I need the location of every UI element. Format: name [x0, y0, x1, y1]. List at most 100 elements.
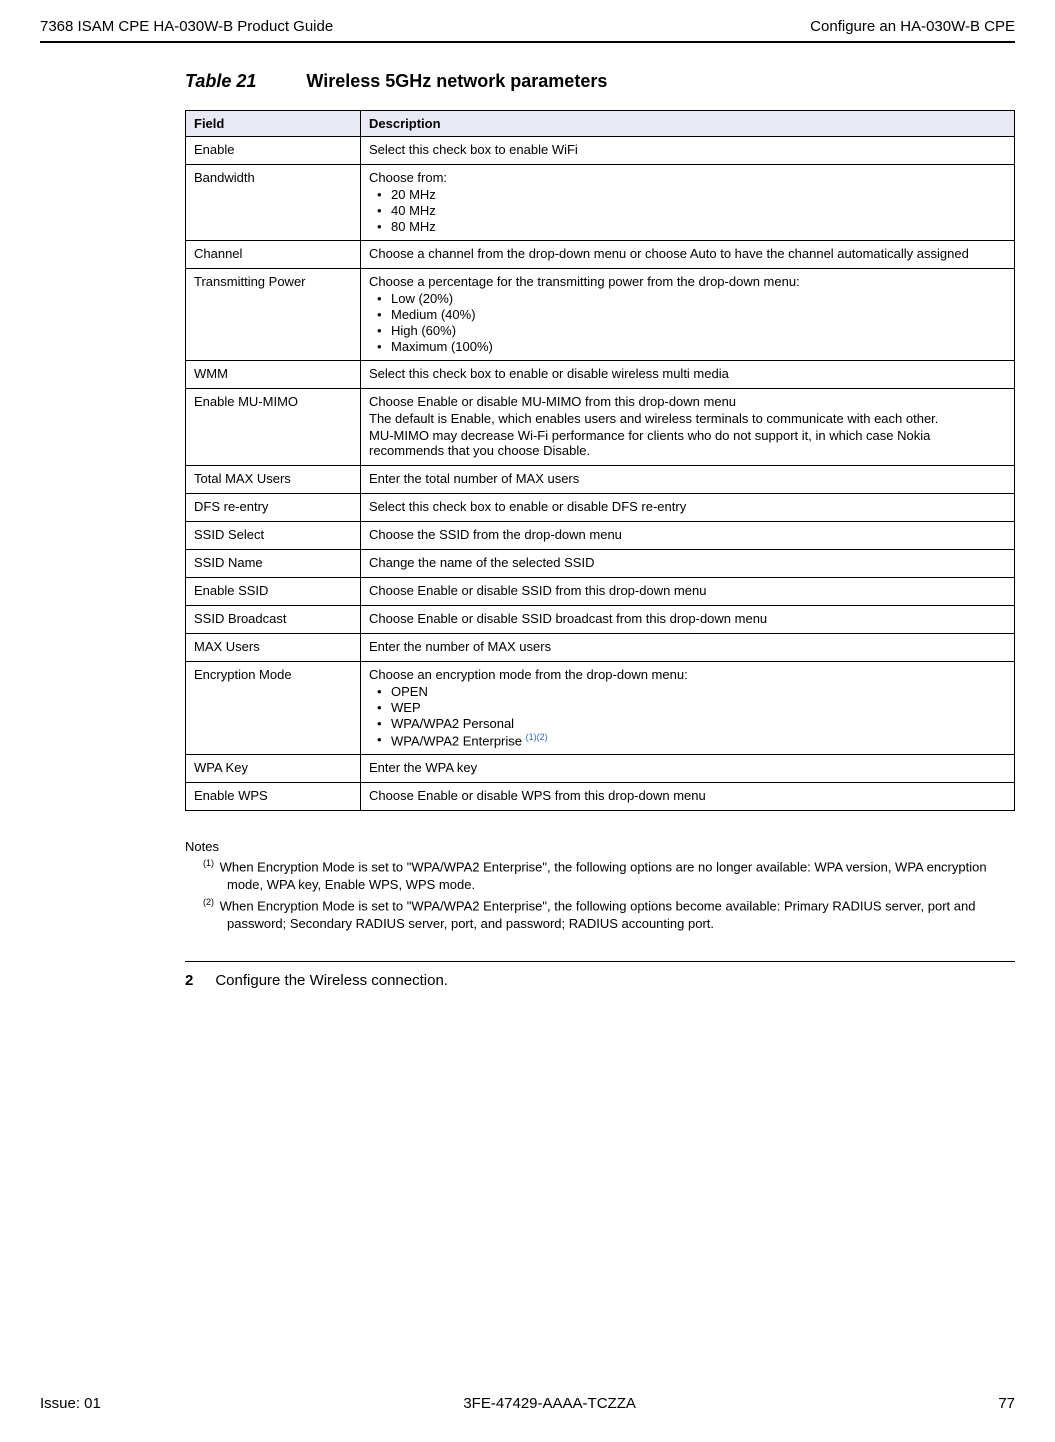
- desc-list-item: 80 MHz: [391, 219, 1006, 234]
- header-right: Configure an HA-030W-B CPE: [810, 18, 1015, 35]
- footnote-ref: (1)(2): [526, 732, 548, 742]
- desc-cell: Choose from: 20 MHz40 MHz80 MHz: [361, 165, 1015, 241]
- notes-title: Notes: [185, 839, 1015, 854]
- field-cell: Bandwidth: [186, 165, 361, 241]
- table-row: WMM Select this check box to enable or di…: [186, 361, 1015, 389]
- note-item: (1) When Encryption Mode is set to "WPA/…: [185, 858, 1015, 893]
- field-cell: MAX Users: [186, 634, 361, 662]
- desc-cell: Choose a channel from the drop-down menu…: [361, 241, 1015, 269]
- desc-paragraph: Choose Enable or disable MU-MIMO from th…: [369, 394, 1006, 409]
- step-text: Configure the Wireless connection.: [215, 972, 448, 989]
- desc-list-item: Low (20%): [391, 291, 1006, 306]
- field-cell: Enable MU-MIMO: [186, 389, 361, 466]
- col-desc: Description: [361, 111, 1015, 137]
- running-header: 7368 ISAM CPE HA-030W-B Product Guide Co…: [40, 18, 1015, 35]
- desc-cell: Change the name of the selected SSID: [361, 550, 1015, 578]
- desc-cell: Enter the WPA key: [361, 755, 1015, 783]
- desc-text: Select this check box to enable or disab…: [369, 499, 1006, 514]
- field-cell: WMM: [186, 361, 361, 389]
- desc-paragraph: The default is Enable, which enables use…: [369, 411, 1006, 426]
- field-cell: WPA Key: [186, 755, 361, 783]
- note-item: (2) When Encryption Mode is set to "WPA/…: [185, 897, 1015, 932]
- step-number: 2: [185, 972, 193, 989]
- table-header-row: Field Description: [186, 111, 1015, 137]
- desc-cell: Select this check box to enable or disab…: [361, 494, 1015, 522]
- footer-right: 77: [998, 1395, 1015, 1412]
- table-row: Encryption Mode Choose an encryption mode…: [186, 662, 1015, 755]
- content: Table 21 Wireless 5GHz network parameters…: [185, 71, 1015, 989]
- desc-list-item: Maximum (100%): [391, 339, 1006, 354]
- footer-center: 3FE-47429-AAAA-TCZZA: [463, 1395, 636, 1412]
- table-number: Table 21: [185, 71, 256, 91]
- desc-cell: Choose a percentage for the transmitting…: [361, 269, 1015, 361]
- field-cell: SSID Name: [186, 550, 361, 578]
- header-left: 7368 ISAM CPE HA-030W-B Product Guide: [40, 18, 333, 35]
- table-row: SSID Name Change the name of the selected…: [186, 550, 1015, 578]
- header-rule: [40, 41, 1015, 43]
- field-cell: SSID Broadcast: [186, 606, 361, 634]
- note-marker: (1): [203, 858, 214, 868]
- field-cell: Enable: [186, 137, 361, 165]
- desc-lead: Choose from:: [369, 170, 1006, 185]
- desc-cell: Select this check box to enable WiFi: [361, 137, 1015, 165]
- page: 7368 ISAM CPE HA-030W-B Product Guide Co…: [0, 0, 1055, 1442]
- field-cell: Transmitting Power: [186, 269, 361, 361]
- table-row: DFS re-entry Select this check box to ena…: [186, 494, 1015, 522]
- table-row: SSID Broadcast Choose Enable or disable S…: [186, 606, 1015, 634]
- table-row: Channel Choose a channel from the drop-do…: [186, 241, 1015, 269]
- desc-text: Enter the WPA key: [369, 760, 1006, 775]
- running-footer: Issue: 01 3FE-47429-AAAA-TCZZA 77: [40, 1395, 1015, 1412]
- table-row: Enable SSID Choose Enable or disable SSID…: [186, 578, 1015, 606]
- desc-text: Enter the number of MAX users: [369, 639, 1006, 654]
- desc-text: Choose a channel from the drop-down menu…: [369, 246, 1006, 261]
- desc-list-item: Medium (40%): [391, 307, 1006, 322]
- desc-list: Low (20%)Medium (40%)High (60%)Maximum (…: [369, 291, 1006, 354]
- desc-cell: Choose Enable or disable SSID from this …: [361, 578, 1015, 606]
- desc-list-item: WPA/WPA2 Enterprise (1)(2): [391, 732, 1006, 748]
- desc-list-item: 20 MHz: [391, 187, 1006, 202]
- desc-text: Choose the SSID from the drop-down menu: [369, 527, 1006, 542]
- field-cell: Enable WPS: [186, 783, 361, 811]
- field-cell: Enable SSID: [186, 578, 361, 606]
- table-row: SSID Select Choose the SSID from the drop…: [186, 522, 1015, 550]
- table-title: Wireless 5GHz network parameters: [306, 71, 607, 91]
- field-cell: Channel: [186, 241, 361, 269]
- table-row: Bandwidth Choose from: 20 MHz40 MHz80 MHz: [186, 165, 1015, 241]
- field-cell: DFS re-entry: [186, 494, 361, 522]
- field-cell: Total MAX Users: [186, 466, 361, 494]
- desc-list-item: OPEN: [391, 684, 1006, 699]
- desc-cell: Choose Enable or disable MU-MIMO from th…: [361, 389, 1015, 466]
- desc-list-item: 40 MHz: [391, 203, 1006, 218]
- desc-paragraph: MU-MIMO may decrease Wi-Fi performance f…: [369, 428, 1006, 458]
- desc-text: Choose Enable or disable WPS from this d…: [369, 788, 1006, 803]
- desc-text: Choose Enable or disable SSID broadcast …: [369, 611, 1006, 626]
- desc-cell: Enter the total number of MAX users: [361, 466, 1015, 494]
- desc-cell: Choose the SSID from the drop-down menu: [361, 522, 1015, 550]
- desc-cell: Select this check box to enable or disab…: [361, 361, 1015, 389]
- field-cell: Encryption Mode: [186, 662, 361, 755]
- desc-cell: Choose an encryption mode from the drop-…: [361, 662, 1015, 755]
- desc-list: OPENWEPWPA/WPA2 PersonalWPA/WPA2 Enterpr…: [369, 684, 1006, 748]
- notes: Notes (1) When Encryption Mode is set to…: [185, 839, 1015, 932]
- desc-lead: Choose a percentage for the transmitting…: [369, 274, 1006, 289]
- desc-cell: Enter the number of MAX users: [361, 634, 1015, 662]
- col-field: Field: [186, 111, 361, 137]
- parameters-table: Field Description EnableSelect this chec…: [185, 110, 1015, 811]
- desc-list-item: WPA/WPA2 Personal: [391, 716, 1006, 731]
- step: 2 Configure the Wireless connection.: [185, 972, 1015, 989]
- desc-list-item: High (60%): [391, 323, 1006, 338]
- desc-cell: Choose Enable or disable WPS from this d…: [361, 783, 1015, 811]
- field-cell: SSID Select: [186, 522, 361, 550]
- table-caption: Table 21 Wireless 5GHz network parameters: [185, 71, 1015, 92]
- desc-lead: Choose an encryption mode from the drop-…: [369, 667, 1006, 682]
- footer-left: Issue: 01: [40, 1395, 101, 1412]
- table-row: WPA Key Enter the WPA key: [186, 755, 1015, 783]
- desc-text: Select this check box to enable or disab…: [369, 366, 1006, 381]
- desc-text: Choose Enable or disable SSID from this …: [369, 583, 1006, 598]
- step-separator: [185, 961, 1015, 962]
- table-row: Transmitting Power Choose a percentage fo…: [186, 269, 1015, 361]
- desc-text: Change the name of the selected SSID: [369, 555, 1006, 570]
- table-row: Enable MU-MIMO Choose Enable or disable M…: [186, 389, 1015, 466]
- desc-list-item: WEP: [391, 700, 1006, 715]
- desc-text: Enter the total number of MAX users: [369, 471, 1006, 486]
